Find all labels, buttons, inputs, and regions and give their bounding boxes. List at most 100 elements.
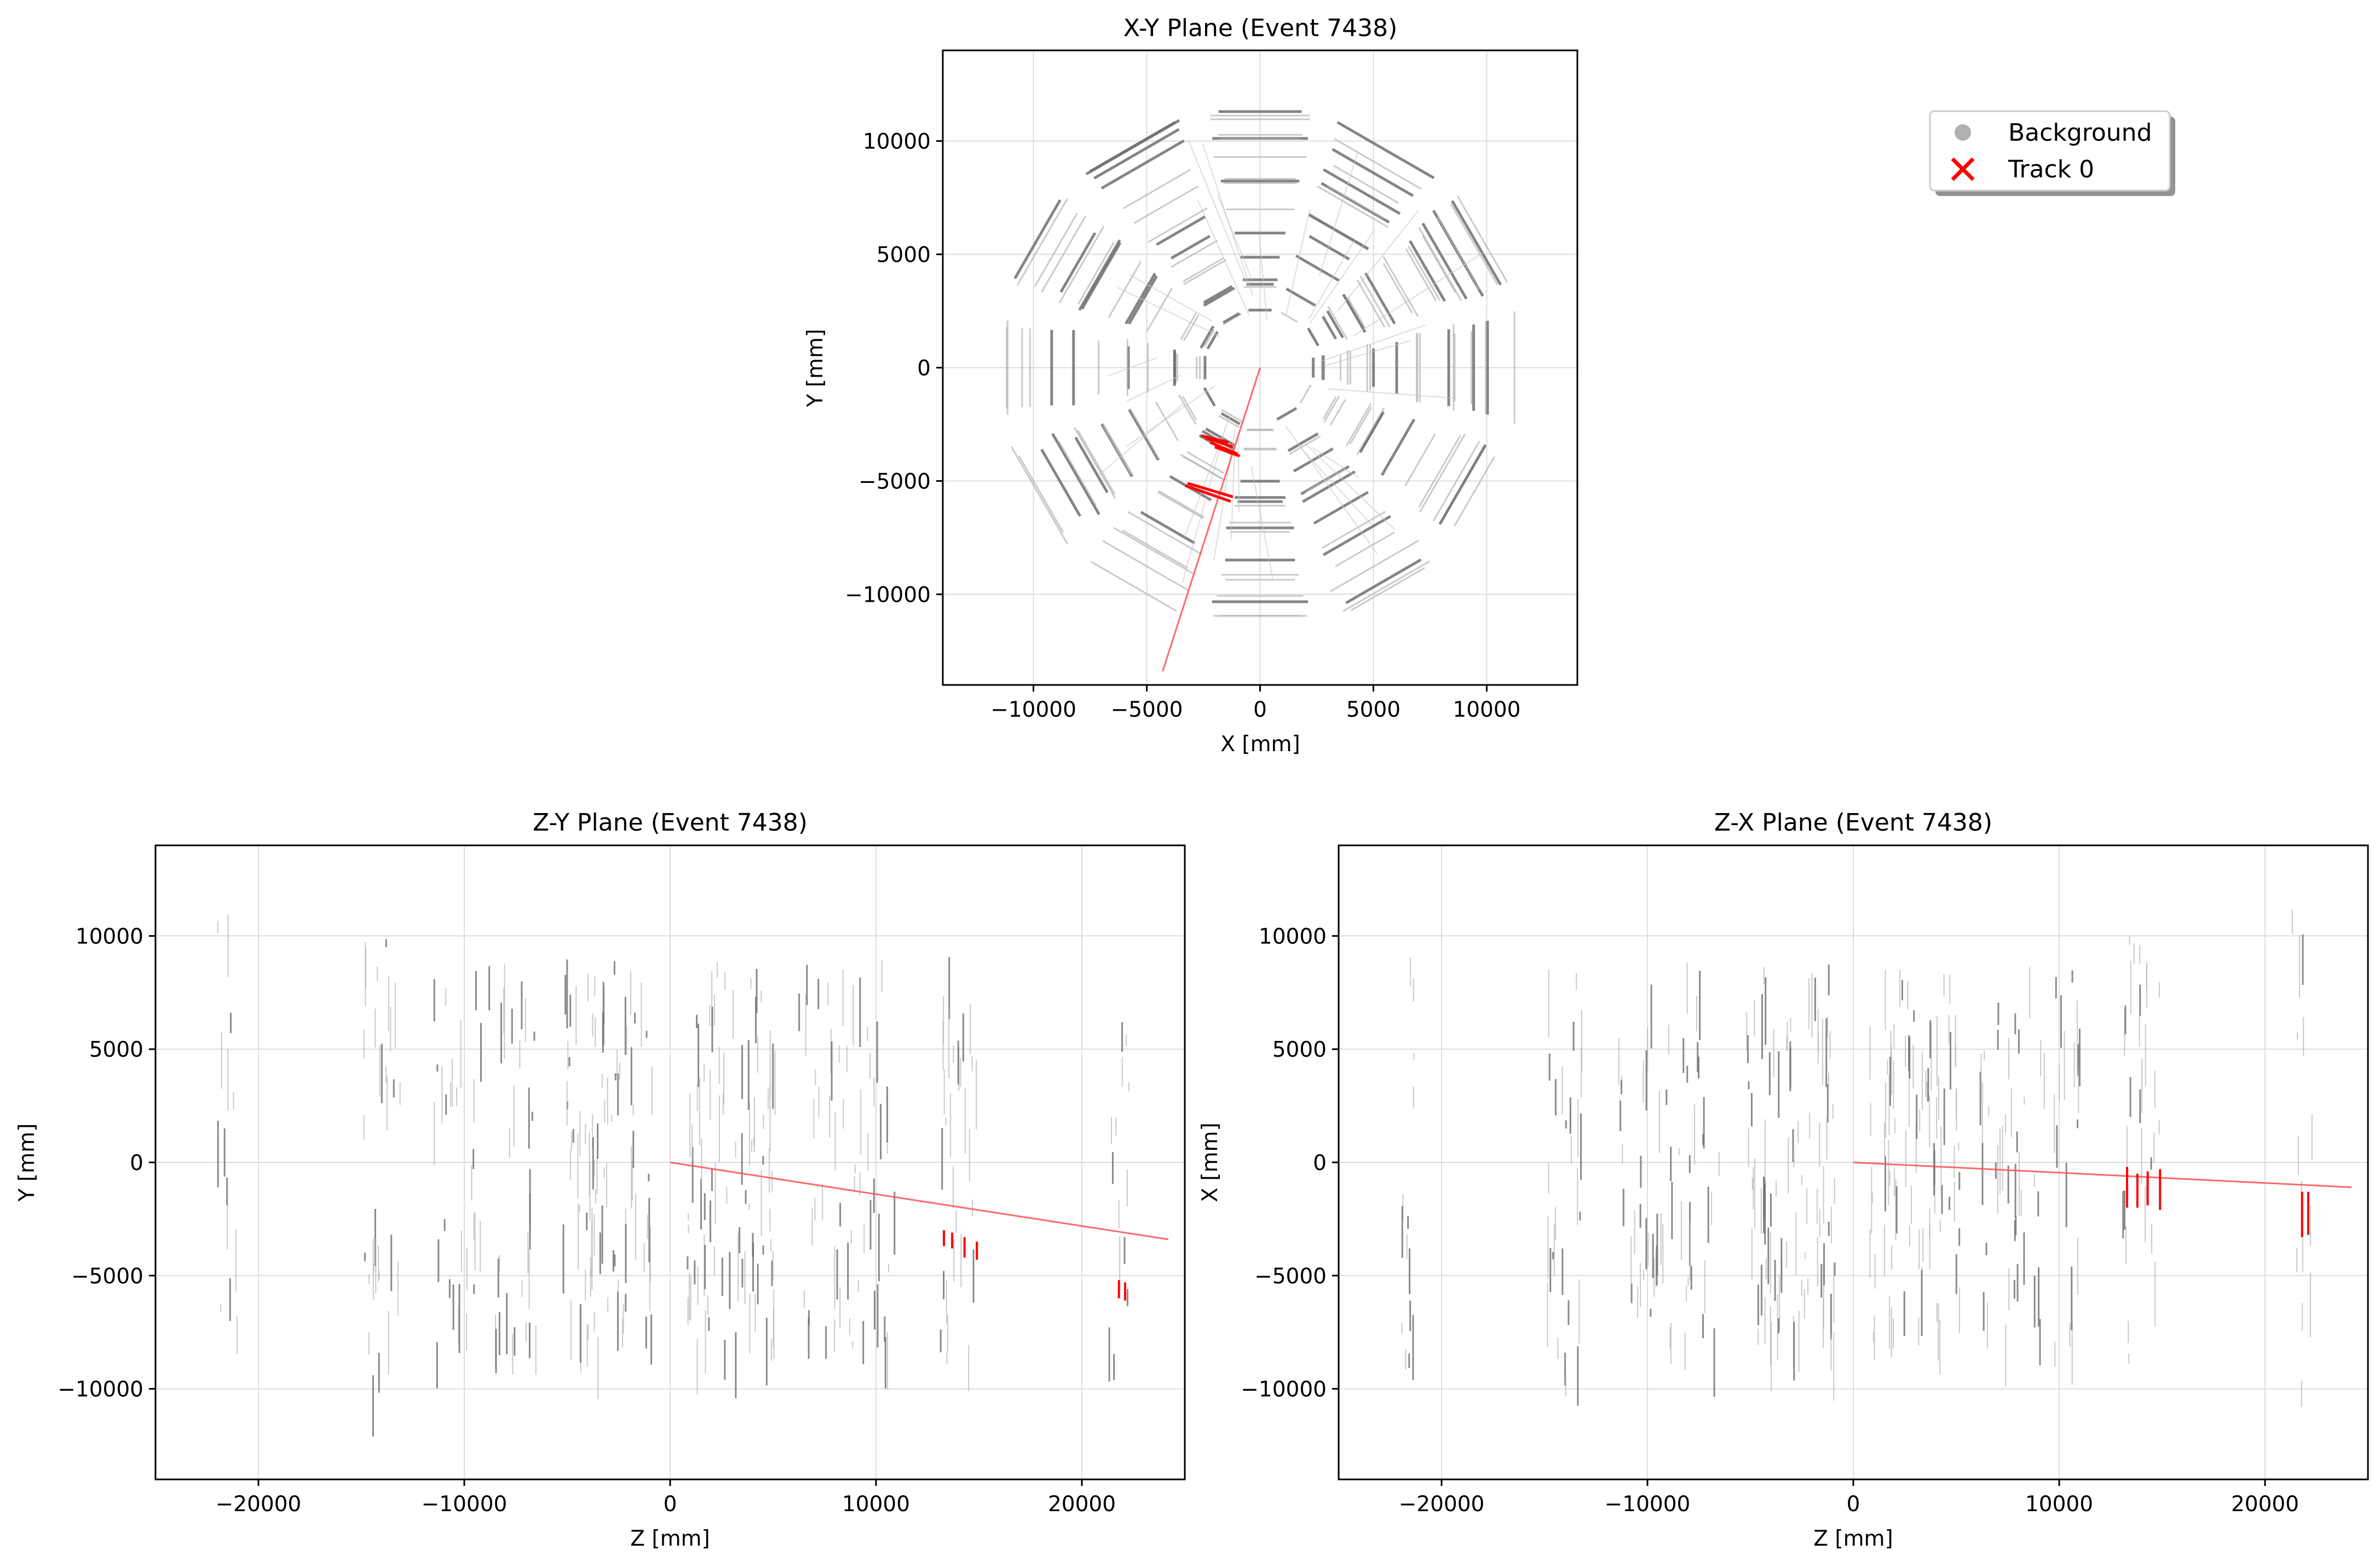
xy-xlabel: X [mm]	[1220, 732, 1300, 757]
xy-background-streak	[1318, 150, 1359, 276]
xy-track-hit	[1185, 484, 1231, 503]
zy-xlabel: Z [mm]	[630, 1526, 710, 1551]
xy-ytick-label: 10000	[863, 130, 931, 154]
xy-background-segment	[1223, 312, 1241, 324]
xy-xtick-label: 0	[1253, 698, 1267, 722]
xy-background-segment	[1293, 447, 1334, 473]
xy-background-segment	[1133, 185, 1198, 224]
xy-background-segment	[1146, 287, 1173, 332]
xy-background-segment	[1418, 227, 1462, 301]
zy-ylabel: Y [mm]	[15, 1124, 39, 1202]
xy-background-segment	[1203, 286, 1235, 307]
zx-x-ticks: −20000 −10000 0 10000 20000	[1399, 1479, 2299, 1517]
xy-background-segment	[1346, 296, 1366, 328]
xy-background-streak	[1126, 385, 1215, 447]
xy-background-segment	[1418, 435, 1461, 508]
zx-ylabel: X [mm]	[1198, 1122, 1223, 1202]
xy-track-line	[1162, 367, 1261, 672]
xy-background-streak	[1300, 447, 1373, 526]
xy-background-segment	[1295, 254, 1340, 282]
xy-background-streak	[1202, 143, 1254, 296]
xy-background-streak	[1309, 229, 1376, 324]
xy-ytick-label: −5000	[858, 469, 931, 494]
zx-xtick-label: 20000	[2231, 1492, 2299, 1517]
xy-background-streak	[1126, 375, 1182, 402]
xy-xtick-label: −10000	[990, 698, 1076, 722]
xy-background-segment	[1010, 446, 1068, 544]
xy-background-streak	[1197, 200, 1250, 316]
zy-xtick-label: −10000	[422, 1492, 508, 1517]
xy-background-segment	[1322, 396, 1337, 419]
xy-background-hits	[1006, 110, 1515, 617]
xy-ytick-label: 5000	[877, 243, 931, 268]
xy-background-streak	[1321, 324, 1426, 362]
xy-background-segment	[1170, 234, 1211, 260]
xy-background-segment	[1359, 275, 1391, 327]
xy-background-segment	[1321, 315, 1338, 340]
xy-background-segment	[1317, 186, 1389, 228]
xy-background-segment	[1382, 256, 1419, 317]
zx-xtick-label: −20000	[1399, 1492, 1485, 1517]
xy-background-segment	[1093, 128, 1180, 180]
xy-background-segment	[1034, 212, 1078, 287]
xy-background-streak	[1217, 194, 1253, 280]
xy-background-segment	[1422, 235, 1457, 293]
xy-ytick-label: 0	[917, 356, 931, 381]
legend-box	[1929, 110, 2171, 192]
xy-background-segment	[1276, 407, 1298, 421]
xy-background-segment	[1438, 444, 1487, 525]
xy-background-segment	[1323, 168, 1401, 215]
xy-xtick-label: −5000	[1111, 698, 1183, 722]
xy-background-streak	[1306, 444, 1396, 530]
xy-background-segment	[1180, 312, 1197, 341]
xy-background-segment	[1336, 121, 1435, 180]
xy-background-segment	[1016, 198, 1068, 286]
zy-xtick-label: 0	[664, 1492, 677, 1517]
xy-background-segment	[1103, 426, 1132, 475]
xy-xtick-label: 5000	[1346, 698, 1401, 722]
xy-background-segment	[1058, 226, 1105, 304]
xy-background-segment	[1342, 293, 1367, 333]
xy-background-segment	[1203, 387, 1216, 407]
xy-background-segment	[1100, 139, 1185, 190]
xy-background-streak	[1237, 439, 1240, 512]
zy-track-line	[670, 1161, 1169, 1241]
xy-background-segment	[1409, 240, 1447, 302]
xy-background-segment	[1102, 540, 1190, 592]
zy-track	[670, 1161, 1169, 1301]
xy-y-ticks: −10000 −5000 0 5000 10000	[845, 130, 943, 607]
xy-background-segment	[1218, 414, 1240, 428]
xy-background-segment	[1332, 148, 1414, 197]
xy-background-segment	[1074, 427, 1116, 499]
xy-background-segment	[1155, 401, 1179, 441]
xy-background-segment	[1313, 491, 1369, 525]
xy-background-streak	[1308, 239, 1356, 320]
xy-background-segment	[1186, 451, 1224, 474]
xy-background-segment	[1203, 285, 1233, 304]
xy-background-segment	[1309, 235, 1350, 261]
zy-panel: Z-Y Plane (Event 7438) −20000 −10000 0 1000…	[15, 809, 1186, 1551]
xy-background-segment	[1322, 511, 1386, 549]
xy-background-segment	[1380, 418, 1416, 476]
xy-x-ticks: −10000 −5000 0 5000 10000	[990, 685, 1520, 722]
zy-y-ticks: −10000 −5000 0 5000 10000	[57, 924, 155, 1402]
zx-ytick-label: −5000	[1254, 1264, 1327, 1289]
xy-background-segment	[1078, 239, 1121, 311]
xy-background-segment	[1323, 395, 1340, 423]
xy-background-segment	[1058, 440, 1097, 506]
zy-ytick-label: −5000	[71, 1264, 143, 1289]
xy-background-segment	[1349, 407, 1372, 445]
xy-panel: X-Y Plane (Event 7438) −10000 −5000 0 5000 1…	[803, 14, 1578, 757]
xy-background-segment	[1342, 560, 1430, 612]
zy-xtick-label: 20000	[1048, 1492, 1116, 1517]
xy-background-streak	[1117, 287, 1220, 337]
xy-title: X-Y Plane (Event 7438)	[1123, 14, 1397, 42]
zx-ytick-label: 0	[1313, 1151, 1327, 1176]
xy-background-segment	[1122, 529, 1189, 569]
xy-background-segment	[1127, 511, 1202, 555]
xy-background-segment	[1051, 433, 1100, 515]
legend-track-marker	[1951, 157, 1975, 181]
zy-grid	[155, 845, 1185, 1479]
zx-ytick-label: 5000	[1272, 1038, 1327, 1062]
legend: Background Track 0	[1929, 110, 2175, 196]
